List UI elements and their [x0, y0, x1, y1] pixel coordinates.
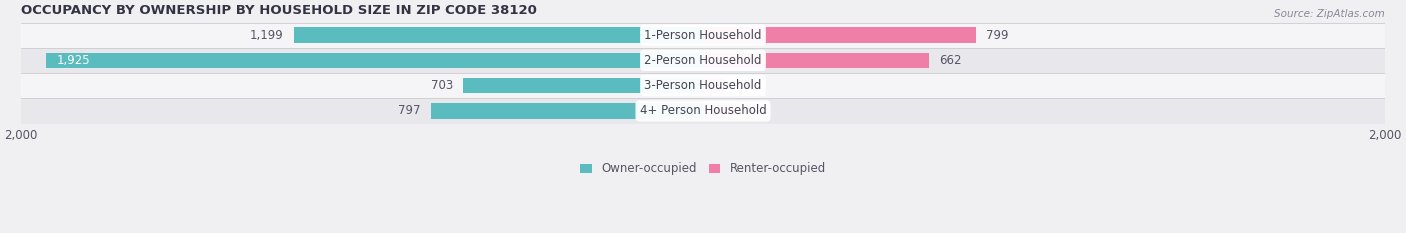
Bar — [703, 78, 725, 93]
Text: 799: 799 — [986, 29, 1008, 42]
Text: 65: 65 — [735, 79, 751, 92]
Bar — [21, 73, 1385, 98]
Text: OCCUPANCY BY OWNERSHIP BY HOUSEHOLD SIZE IN ZIP CODE 38120: OCCUPANCY BY OWNERSHIP BY HOUSEHOLD SIZE… — [21, 4, 537, 17]
Bar — [294, 27, 703, 43]
Text: 4+ Person Household: 4+ Person Household — [640, 104, 766, 117]
Text: 1,925: 1,925 — [56, 54, 90, 67]
Bar — [21, 23, 1385, 48]
Bar — [21, 98, 1385, 123]
Text: 3-Person Household: 3-Person Household — [644, 79, 762, 92]
Text: 2-Person Household: 2-Person Household — [644, 54, 762, 67]
Text: Source: ZipAtlas.com: Source: ZipAtlas.com — [1274, 9, 1385, 19]
Bar — [432, 103, 703, 119]
Text: 703: 703 — [430, 79, 453, 92]
Bar — [703, 53, 929, 68]
Text: 1-Person Household: 1-Person Household — [644, 29, 762, 42]
Bar — [703, 27, 976, 43]
Text: 1,199: 1,199 — [250, 29, 284, 42]
Bar — [46, 53, 703, 68]
Text: 662: 662 — [939, 54, 962, 67]
Bar — [21, 48, 1385, 73]
Legend: Owner-occupied, Renter-occupied: Owner-occupied, Renter-occupied — [575, 158, 831, 180]
Text: 84: 84 — [742, 104, 756, 117]
Text: 797: 797 — [398, 104, 420, 117]
Bar — [463, 78, 703, 93]
Bar — [703, 103, 731, 119]
